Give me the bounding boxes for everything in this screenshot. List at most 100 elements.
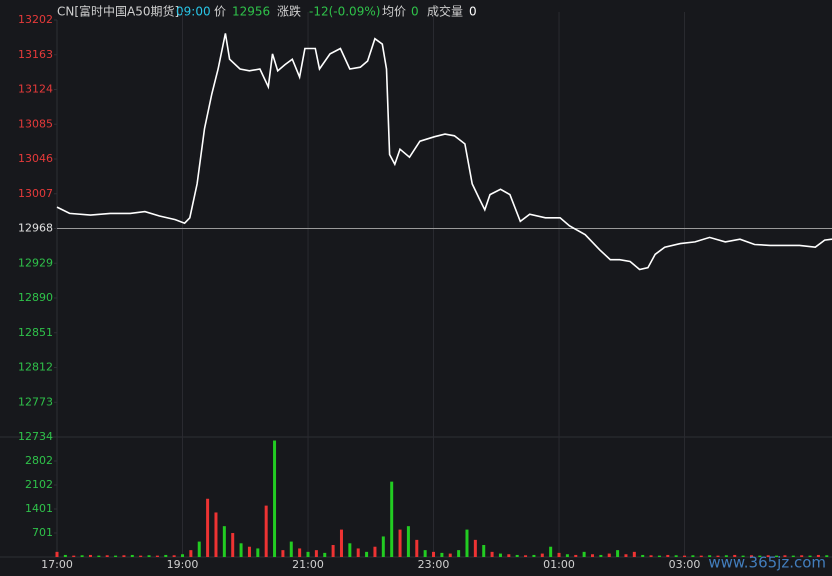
y-tick-label: 12734 bbox=[18, 430, 53, 443]
volume-bar bbox=[147, 555, 151, 557]
volume-bar bbox=[758, 555, 762, 557]
volume-bar bbox=[206, 498, 210, 557]
volume-bar bbox=[406, 526, 410, 557]
volume-bar bbox=[557, 552, 561, 557]
volume-bar bbox=[616, 550, 620, 557]
volume-bar bbox=[114, 555, 118, 557]
volume-bar bbox=[189, 550, 193, 557]
volume-bar bbox=[582, 551, 586, 557]
y-tick-label: 13202 bbox=[18, 13, 53, 26]
y-tick-label: 12851 bbox=[18, 326, 53, 339]
y-tick-label: 12890 bbox=[18, 291, 53, 304]
volume-bar bbox=[657, 555, 661, 557]
volume-bar bbox=[507, 554, 511, 557]
volume-bar bbox=[339, 529, 343, 557]
x-tick-label: 23:00 bbox=[418, 558, 450, 571]
quote-value: 0 bbox=[411, 5, 419, 19]
volume-bar bbox=[273, 440, 277, 557]
quote-value: 0 bbox=[469, 5, 477, 19]
volume-bar bbox=[674, 555, 678, 557]
volume-bar bbox=[247, 546, 251, 557]
volume-bar bbox=[289, 541, 293, 557]
volume-bar bbox=[281, 550, 285, 557]
volume-bar bbox=[565, 554, 569, 557]
y-tick-label: 12968 bbox=[18, 222, 53, 235]
quote-label: 成交量 bbox=[427, 4, 463, 19]
volume-bar bbox=[691, 555, 695, 557]
quote-label: 价 bbox=[214, 5, 226, 19]
volume-bar bbox=[390, 481, 394, 557]
volume-bar bbox=[457, 550, 461, 557]
volume-bar bbox=[498, 553, 502, 557]
volume-bar bbox=[432, 551, 436, 557]
y-tick-label: 13085 bbox=[18, 117, 53, 130]
volume-bar bbox=[298, 548, 302, 557]
volume-bar bbox=[155, 555, 159, 557]
volume-bar bbox=[641, 554, 645, 557]
volume-bar bbox=[256, 548, 260, 557]
volume-bar bbox=[88, 554, 92, 557]
volume-tick-label: 2802 bbox=[25, 454, 53, 467]
price-line bbox=[56, 33, 832, 271]
volume-bar bbox=[699, 555, 703, 557]
volume-bar bbox=[197, 541, 201, 557]
volume-bar bbox=[733, 554, 737, 557]
chart-title: CN[富时中国A50期货] bbox=[57, 4, 179, 19]
volume-bar bbox=[599, 554, 603, 557]
volume-bar bbox=[139, 555, 143, 557]
volume-bar bbox=[490, 551, 494, 557]
volume-bar bbox=[574, 554, 578, 557]
volume-bar bbox=[105, 555, 109, 557]
volume-bar bbox=[482, 545, 486, 557]
volume-bar bbox=[214, 512, 218, 557]
volume-bar bbox=[63, 554, 67, 557]
x-tick-label: 01:00 bbox=[543, 558, 575, 571]
volume-bar bbox=[264, 505, 268, 557]
volume-bar bbox=[724, 555, 728, 557]
volume-bar bbox=[222, 526, 226, 557]
volume-bar bbox=[783, 555, 787, 557]
y-tick-label: 12773 bbox=[18, 395, 53, 408]
volume-bar bbox=[348, 543, 352, 557]
volume-bar bbox=[683, 555, 687, 557]
volume-bar bbox=[448, 553, 452, 557]
volume-bar bbox=[816, 554, 820, 557]
y-tick-label: 13007 bbox=[18, 187, 53, 200]
y-tick-label: 13124 bbox=[18, 83, 53, 96]
y-tick-label: 13163 bbox=[18, 48, 53, 61]
x-tick-label: 19:00 bbox=[167, 558, 199, 571]
volume-bar bbox=[323, 552, 327, 557]
volume-bar bbox=[775, 555, 779, 557]
volume-bar bbox=[398, 529, 402, 557]
quote-time: 09:00 bbox=[176, 5, 211, 19]
x-tick-label: 21:00 bbox=[292, 558, 324, 571]
quote-label: 均价 bbox=[382, 5, 406, 19]
volume-bar bbox=[181, 554, 185, 557]
volume-bar bbox=[231, 533, 235, 557]
volume-bar bbox=[55, 551, 59, 557]
x-tick-label: 03:00 bbox=[669, 558, 701, 571]
volume-bar bbox=[532, 554, 536, 557]
volume-bar bbox=[590, 554, 594, 557]
volume-bar bbox=[666, 554, 670, 557]
volume-tick-label: 701 bbox=[32, 526, 53, 539]
volume-bar bbox=[97, 555, 101, 557]
quote-value: 12956 bbox=[232, 5, 270, 19]
volume-bar bbox=[808, 555, 812, 557]
volume-bar bbox=[632, 551, 636, 557]
y-tick-label: 13046 bbox=[18, 152, 53, 165]
volume-bar bbox=[415, 539, 419, 557]
volume-bar bbox=[716, 555, 720, 557]
volume-bar bbox=[423, 550, 427, 557]
volume-bar bbox=[331, 545, 335, 557]
volume-tick-label: 1401 bbox=[25, 502, 53, 515]
volume-bar bbox=[825, 555, 829, 557]
y-tick-label: 12929 bbox=[18, 256, 53, 269]
volume-bar bbox=[172, 555, 176, 557]
volume-bar bbox=[122, 555, 126, 557]
volume-bar bbox=[741, 555, 745, 557]
quote-label: 涨跌 bbox=[277, 4, 301, 19]
volume-bar bbox=[440, 552, 444, 557]
